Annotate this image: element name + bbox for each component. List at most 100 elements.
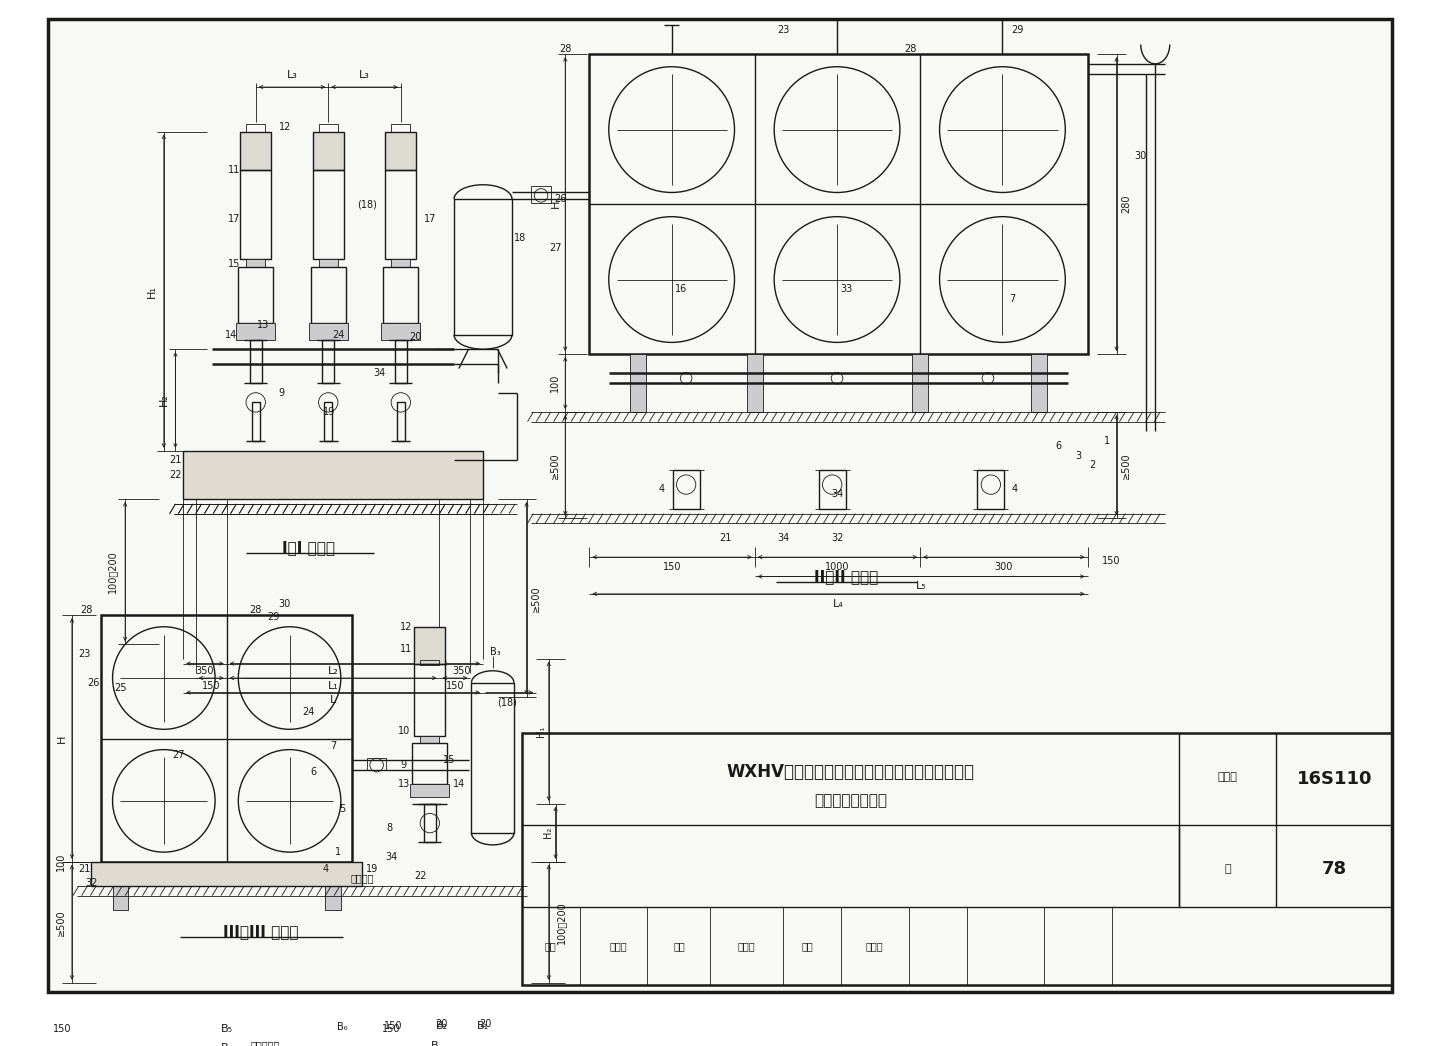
- Text: 4: 4: [1012, 484, 1018, 495]
- Bar: [383, 267, 418, 323]
- Text: 袁爱伟: 袁爱伟: [865, 941, 884, 951]
- Text: 21: 21: [170, 455, 181, 465]
- Text: H₁: H₁: [536, 726, 546, 736]
- Bar: [392, 259, 410, 267]
- Text: 78: 78: [1322, 860, 1346, 878]
- Bar: [412, 743, 448, 784]
- Text: 350: 350: [452, 666, 471, 677]
- Bar: [310, 323, 347, 340]
- Bar: [672, 470, 700, 508]
- Text: 26: 26: [86, 678, 99, 688]
- Bar: [420, 736, 439, 743]
- Bar: [747, 354, 763, 412]
- Text: H₁: H₁: [147, 285, 157, 297]
- Text: 23: 23: [778, 25, 791, 35]
- Text: 页: 页: [1224, 864, 1231, 873]
- Bar: [415, 663, 445, 736]
- Text: 280: 280: [1122, 195, 1132, 213]
- Text: B₆: B₆: [337, 1022, 348, 1032]
- Text: 2: 2: [1089, 460, 1096, 471]
- Bar: [471, 683, 514, 833]
- Text: 23: 23: [78, 649, 91, 659]
- Text: 6: 6: [1056, 441, 1061, 451]
- Text: 29: 29: [1011, 25, 1024, 35]
- Text: 14: 14: [226, 329, 238, 340]
- Text: L₃: L₃: [359, 70, 370, 81]
- Bar: [386, 132, 416, 170]
- Text: 10: 10: [397, 726, 410, 736]
- Text: 150: 150: [53, 1024, 72, 1034]
- Text: 150: 150: [382, 1024, 400, 1034]
- Bar: [1031, 354, 1047, 412]
- Text: 34: 34: [384, 852, 397, 862]
- Text: WXHV系列箱式全变频叠压供水设备外形及安装图: WXHV系列箱式全变频叠压供水设备外形及安装图: [727, 763, 975, 781]
- Text: ≥500: ≥500: [1122, 452, 1132, 479]
- Text: 15: 15: [229, 259, 240, 269]
- Text: 9: 9: [279, 388, 285, 397]
- Text: 27: 27: [549, 243, 562, 253]
- Bar: [91, 862, 361, 886]
- Text: L₄: L₄: [834, 598, 844, 609]
- Bar: [325, 862, 341, 910]
- Text: 图集号: 图集号: [1218, 772, 1238, 781]
- Bar: [251, 340, 262, 383]
- Text: 32: 32: [85, 878, 98, 888]
- Text: 3: 3: [1074, 451, 1081, 460]
- Text: 7: 7: [1009, 294, 1015, 304]
- Text: II－II 剖视图: II－II 剖视图: [814, 569, 878, 584]
- Text: 15: 15: [444, 755, 455, 766]
- Text: B₄: B₄: [220, 1044, 233, 1046]
- Text: 28: 28: [249, 606, 262, 615]
- Bar: [397, 403, 405, 441]
- Text: 泵房地面: 泵房地面: [350, 873, 374, 883]
- Bar: [392, 123, 410, 132]
- Text: 100～200: 100～200: [108, 550, 118, 593]
- Text: 审核: 审核: [544, 941, 557, 951]
- Bar: [311, 267, 346, 323]
- Text: 工程设计定: 工程设计定: [251, 1041, 281, 1046]
- Text: 20: 20: [409, 332, 422, 342]
- Text: 30: 30: [1135, 151, 1146, 161]
- Text: 28: 28: [904, 44, 917, 54]
- Text: 300: 300: [995, 562, 1014, 572]
- Text: 27: 27: [173, 750, 184, 760]
- Bar: [819, 470, 845, 508]
- Text: 9: 9: [400, 760, 406, 770]
- Text: H: H: [58, 734, 68, 743]
- Text: 28: 28: [81, 606, 92, 615]
- Text: 7: 7: [330, 741, 336, 751]
- Bar: [324, 403, 333, 441]
- Text: 26: 26: [554, 195, 566, 204]
- Text: 8: 8: [386, 823, 392, 833]
- Text: （两用一备泵组）: （两用一备泵组）: [814, 793, 887, 809]
- Text: 11: 11: [399, 644, 412, 654]
- Text: ≥500: ≥500: [531, 585, 541, 612]
- Bar: [240, 132, 271, 170]
- Text: 1: 1: [336, 847, 341, 857]
- Text: 5: 5: [340, 803, 346, 814]
- Bar: [367, 758, 386, 770]
- Text: 17: 17: [423, 213, 436, 224]
- Text: 25: 25: [114, 683, 127, 692]
- Text: 100: 100: [550, 373, 560, 392]
- Bar: [395, 340, 406, 383]
- Bar: [589, 54, 1087, 354]
- Bar: [183, 451, 482, 499]
- Text: 20: 20: [435, 1019, 448, 1029]
- Bar: [112, 862, 128, 910]
- Bar: [410, 784, 449, 797]
- Text: 1: 1: [1104, 436, 1110, 446]
- Text: 350: 350: [196, 666, 215, 677]
- Text: 150: 150: [446, 681, 464, 690]
- Text: 100～200: 100～200: [556, 901, 566, 943]
- Text: B₅: B₅: [220, 1024, 233, 1034]
- Text: 6: 6: [311, 767, 317, 777]
- Text: 21: 21: [720, 532, 732, 543]
- Bar: [531, 186, 550, 203]
- Text: 34: 34: [778, 532, 791, 543]
- Text: 14: 14: [452, 779, 465, 790]
- Text: 32: 32: [831, 532, 844, 543]
- Text: ≥500: ≥500: [550, 452, 560, 479]
- Text: 19: 19: [366, 864, 377, 873]
- Text: 16: 16: [675, 285, 687, 294]
